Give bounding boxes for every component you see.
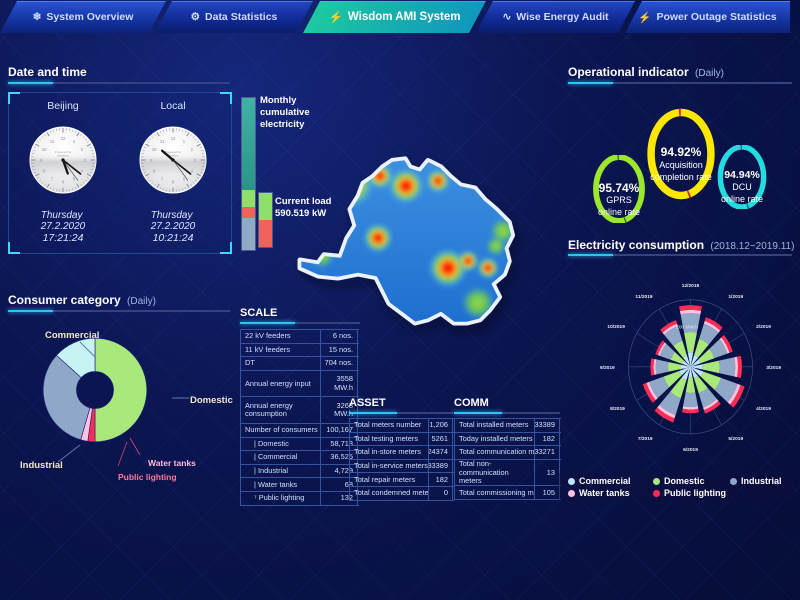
svg-text:3/2019: 3/2019 [766,365,781,371]
svg-text:1/2019: 1/2019 [728,294,743,300]
svg-text:10/2019: 10/2019 [607,324,625,330]
svg-text:10: 10 [42,147,47,152]
svg-text:Wisdom: Wisdom [57,153,69,157]
svg-text:5/2019: 5/2019 [728,436,743,442]
svg-text:10: 10 [152,147,157,152]
svg-text:200 MW.h: 200 MW.h [676,324,698,330]
svg-text:11: 11 [50,139,55,144]
svg-text:0 MW.h: 0 MW.h [679,366,695,371]
svg-text:8/2019: 8/2019 [610,406,625,412]
svg-text:7/2019: 7/2019 [638,436,653,442]
svg-text:12/2018: 12/2018 [682,283,700,289]
svg-text:6/2019: 6/2019 [683,447,698,453]
svg-text:12: 12 [171,136,176,141]
svg-text:11: 11 [160,139,165,144]
svg-text:2/2019: 2/2019 [756,324,771,330]
svg-text:9/2019: 9/2019 [600,365,615,371]
svg-text:4/2019: 4/2019 [756,406,771,412]
svg-text:12: 12 [61,136,66,141]
svg-text:11/2019: 11/2019 [635,294,653,300]
